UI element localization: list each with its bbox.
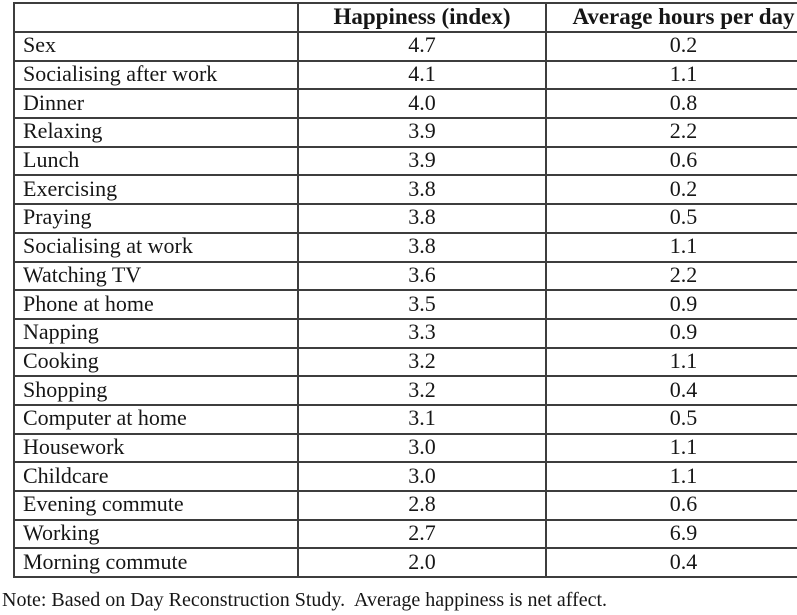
hours-cell: 0.8 [545, 88, 797, 120]
happiness-cell: 4.1 [297, 59, 547, 91]
hours-cell: 0.5 [545, 203, 797, 234]
activity-cell: Watching TV [13, 260, 299, 292]
activity-cell: Morning commute [13, 547, 299, 579]
hours-cell: 0.6 [545, 490, 797, 521]
activity-cell: Exercising [13, 174, 299, 206]
hours-cell: 2.2 [545, 260, 797, 292]
happiness-cell: 3.0 [297, 461, 547, 492]
hours-cell: 0.4 [545, 375, 797, 406]
happiness-cell: 2.7 [297, 518, 547, 550]
activity-cell: Sex [13, 31, 299, 62]
happiness-cell: 4.0 [297, 88, 547, 120]
activities-table-container: Happiness (index) Average hours per day … [13, 2, 797, 579]
hours-cell: 0.2 [545, 174, 797, 206]
hours-cell: 1.1 [545, 346, 797, 378]
happiness-cell: 4.7 [297, 31, 547, 62]
happiness-cell: 3.9 [297, 145, 547, 177]
happiness-cell: 3.1 [297, 403, 547, 435]
happiness-cell: 3.8 [297, 231, 547, 263]
activities-happiness-table: Happiness (index) Average hours per day … [13, 2, 797, 579]
activity-cell: Phone at home [13, 289, 299, 320]
happiness-cell: 3.0 [297, 432, 547, 464]
hours-cell: 6.9 [545, 518, 797, 550]
hours-cell: 1.1 [545, 59, 797, 91]
table-row: Cooking 3.2 1.1 [13, 346, 797, 378]
happiness-cell: 2.8 [297, 490, 547, 521]
activity-cell: Relaxing [13, 117, 299, 148]
happiness-cell: 3.9 [297, 117, 547, 148]
hours-cell: 1.1 [545, 432, 797, 464]
hours-cell: 2.2 [545, 117, 797, 148]
hours-cell: 0.9 [545, 289, 797, 320]
table-row: Evening commute 2.8 0.6 [13, 490, 797, 521]
hours-cell: 1.1 [545, 461, 797, 492]
activity-cell: Napping [13, 317, 299, 349]
hours-cell: 1.1 [545, 231, 797, 263]
table-row: Housework 3.0 1.1 [13, 432, 797, 464]
activity-cell: Cooking [13, 346, 299, 378]
happiness-cell: 3.5 [297, 289, 547, 320]
activity-cell: Dinner [13, 88, 299, 120]
header-activity-blank [13, 2, 299, 33]
happiness-cell: 3.6 [297, 260, 547, 292]
activity-cell: Praying [13, 203, 299, 234]
table-row: Watching TV 3.6 2.2 [13, 260, 797, 292]
activity-cell: Socialising after work [13, 59, 299, 91]
header-happiness-index: Happiness (index) [297, 2, 547, 33]
table-note: Note: Based on Day Reconstruction Study.… [2, 589, 608, 611]
table-row: Childcare 3.0 1.1 [13, 461, 797, 492]
header-average-hours-per-day: Average hours per day [545, 2, 797, 33]
table-row: Lunch 3.9 0.6 [13, 145, 797, 177]
header-row: Happiness (index) Average hours per day [13, 2, 797, 33]
happiness-cell: 2.0 [297, 547, 547, 579]
table-row: Napping 3.3 0.9 [13, 317, 797, 349]
activity-cell: Childcare [13, 461, 299, 492]
happiness-cell: 3.2 [297, 346, 547, 378]
hours-cell: 0.2 [545, 31, 797, 62]
table-row: Exercising 3.8 0.2 [13, 174, 797, 206]
activity-cell: Lunch [13, 145, 299, 177]
happiness-cell: 3.8 [297, 203, 547, 234]
happiness-cell: 3.8 [297, 174, 547, 206]
activity-cell: Housework [13, 432, 299, 464]
table-row: Relaxing 3.9 2.2 [13, 117, 797, 148]
table-body: Sex 4.7 0.2 Socialising after work 4.1 1.1 Din… [13, 31, 797, 579]
activity-cell: Shopping [13, 375, 299, 406]
activity-cell: Working [13, 518, 299, 550]
table-row: Working 2.7 6.9 [13, 518, 797, 550]
activity-cell: Computer at home [13, 403, 299, 435]
hours-cell: 0.6 [545, 145, 797, 177]
hours-cell: 0.4 [545, 547, 797, 579]
activity-cell: Socialising at work [13, 231, 299, 263]
happiness-cell: 3.2 [297, 375, 547, 406]
table-row: Phone at home 3.5 0.9 [13, 289, 797, 320]
hours-cell: 0.9 [545, 317, 797, 349]
table-row: Shopping 3.2 0.4 [13, 375, 797, 406]
table-row: Socialising after work 4.1 1.1 [13, 59, 797, 91]
happiness-cell: 3.3 [297, 317, 547, 349]
activity-cell: Evening commute [13, 490, 299, 521]
table-row: Computer at home 3.1 0.5 [13, 403, 797, 435]
table-row: Sex 4.7 0.2 [13, 31, 797, 62]
table-row: Dinner 4.0 0.8 [13, 88, 797, 120]
hours-cell: 0.5 [545, 403, 797, 435]
table-row: Socialising at work 3.8 1.1 [13, 231, 797, 263]
table-row: Morning commute 2.0 0.4 [13, 547, 797, 579]
table-row: Praying 3.8 0.5 [13, 203, 797, 234]
